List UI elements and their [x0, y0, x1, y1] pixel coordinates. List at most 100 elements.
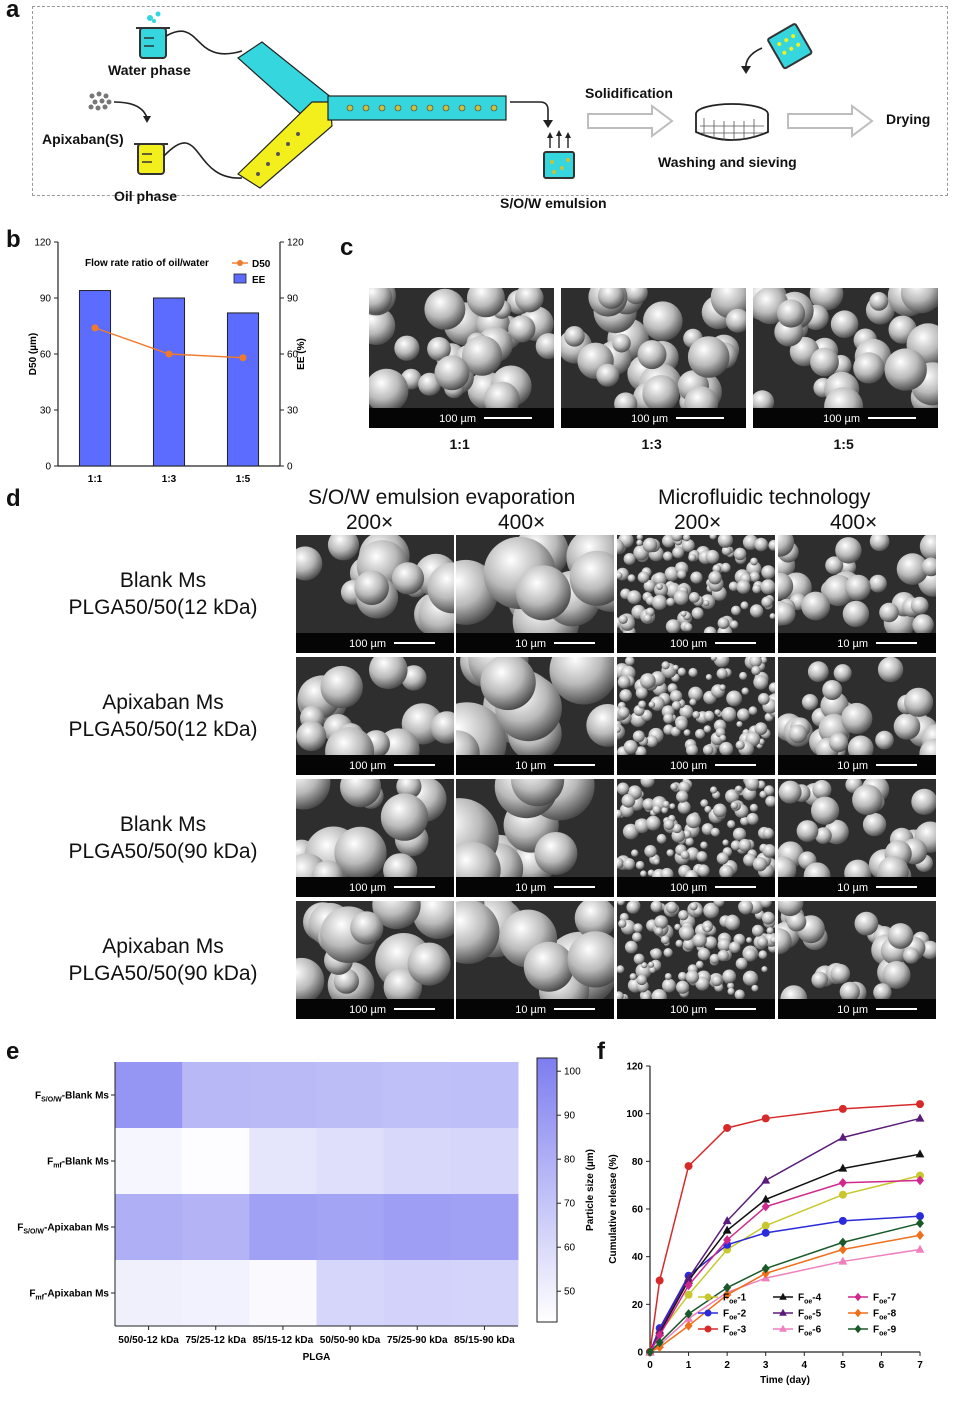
- pour-beaker-icon: [767, 23, 813, 70]
- heatmap-cell-r4-c2: [182, 1260, 250, 1327]
- colorbar-tick: 90: [564, 1111, 576, 1122]
- tick-label-right: 120: [287, 238, 304, 249]
- scale-bar-line: [876, 1008, 917, 1010]
- panel-letter-e: e: [6, 1038, 20, 1065]
- y-axis-label: Cumulative release (%): [608, 1154, 619, 1264]
- sem-d-r2-c2-micrograph: [456, 657, 614, 775]
- data-point: [915, 1113, 925, 1122]
- header-microfluidic: Microfluidic technology: [658, 486, 871, 509]
- scale-bar-label: 100 µm: [823, 413, 860, 425]
- data-point: [723, 1235, 732, 1245]
- y-tick-label: 120: [626, 1062, 643, 1073]
- scale-bar-line: [554, 642, 595, 644]
- data-point: [761, 1175, 771, 1184]
- y-axis-label: D50 (µm): [28, 333, 39, 375]
- sem-c-1-micrograph: [369, 288, 554, 418]
- chart-e: FS/O/W-Blank Ms Fmf-Blank Ms FS/O/W-Apixab…: [17, 1057, 596, 1363]
- heatmap-cell-r4-c4: [316, 1260, 385, 1327]
- data-point: [761, 1194, 771, 1203]
- row-label-4: Apixaban Ms PLGA50/50(90 kDa): [18, 933, 308, 987]
- emulsion-beaker-icon: [543, 130, 575, 179]
- tick-label-left: 0: [45, 462, 51, 473]
- data-point: [838, 1244, 847, 1255]
- point-d50-3: [239, 354, 247, 362]
- sem-d-r2-c4: 10 µm: [778, 657, 936, 775]
- data-point: [838, 1104, 847, 1113]
- colorbar-label: Particle size (µm): [585, 1149, 596, 1231]
- sem-d-r4-c2: 10 µm: [456, 901, 614, 1019]
- sem-c-label-2: 1:3: [641, 436, 662, 452]
- colorbar-tick: 100: [564, 1067, 581, 1078]
- apixaban-particles-icon: [88, 91, 112, 111]
- row-label-2: Apixaban Ms PLGA50/50(12 kDa): [18, 689, 308, 743]
- heatmap-cell-r2-c2: [182, 1128, 250, 1195]
- mag-2: 400×: [498, 511, 546, 534]
- data-point: [684, 1320, 693, 1331]
- chart-b-title: Flow rate ratio of oil/water: [85, 258, 209, 269]
- data-point: [916, 1218, 924, 1229]
- heatmap-cell-r2-c1: [115, 1128, 183, 1195]
- panel-letter-f: f: [597, 1038, 605, 1065]
- scale-bar-label: 10 µm: [837, 1004, 868, 1016]
- solidification-label: Solidification: [585, 85, 673, 101]
- data-point: [916, 1175, 924, 1186]
- data-point: [761, 1228, 770, 1237]
- data-point: [684, 1290, 693, 1299]
- legend-d50: D50: [252, 259, 271, 270]
- scale-bar-label: 100 µm: [670, 882, 707, 894]
- scale-bar-line: [484, 417, 532, 419]
- sem-d-r4-c1-micrograph: [296, 901, 454, 1009]
- scale-bar-label: 100 µm: [670, 760, 707, 772]
- colorbar-tick: 60: [564, 1243, 576, 1254]
- tick-label-right: 90: [287, 294, 299, 305]
- row-label-line1: Apixaban Ms: [102, 935, 224, 958]
- scale-bar-line: [715, 1008, 756, 1010]
- chart-b: 0 0 30 30 60 60 90 90 120 120 D50 (µm) EE (%) 1:1 1:3…: [28, 238, 307, 486]
- scale-bar-label: 100 µm: [349, 882, 386, 894]
- legend-entry: Foe-1: [723, 1293, 747, 1306]
- y-tick-label: 20: [632, 1300, 644, 1311]
- scale-bar-label: 100 µm: [631, 413, 668, 425]
- row-label-line2: PLGA50/50(12 kDa): [68, 596, 258, 619]
- row-label-line2: PLGA50/50(90 kDa): [68, 962, 258, 985]
- scale-bar-line: [554, 1008, 595, 1010]
- heatmap-cell-r1-c2: [182, 1062, 250, 1129]
- scale-bar-line: [676, 417, 724, 419]
- heatmap-cell-r2-c5: [383, 1128, 452, 1195]
- heatmap-cell-r4-c1: [115, 1260, 183, 1327]
- sem-c-1: 100 µm: [369, 288, 554, 428]
- colorbar-tick: 80: [564, 1155, 576, 1166]
- point-d50-1: [91, 324, 99, 332]
- data-point: [684, 1162, 693, 1171]
- row-label-line2: PLGA50/50(12 kDa): [68, 718, 258, 741]
- bar-ee-3: [226, 312, 260, 467]
- heatmap-cell-r1-c3: [249, 1062, 317, 1129]
- sem-d-r3-c1: 100 µm: [296, 779, 454, 897]
- drying-arrow-icon: [787, 104, 874, 138]
- data-point: [761, 1263, 770, 1274]
- sem-d-r4-c4-micrograph: [778, 901, 936, 1012]
- data-point: [761, 1114, 770, 1123]
- scale-bar-line: [876, 642, 917, 644]
- scale-bar-line: [868, 417, 916, 419]
- colorbar-tick: 50: [564, 1287, 576, 1298]
- row-label-line2: PLGA50/50(90 kDa): [68, 840, 258, 863]
- heatmap-cell-r4-c6: [450, 1260, 519, 1327]
- schematic-drawing: [88, 11, 874, 189]
- scale-bar-label: 10 µm: [515, 760, 546, 772]
- data-point: [915, 1149, 925, 1158]
- emulsion-label: S/O/W emulsion: [500, 195, 607, 211]
- data-point: [655, 1276, 664, 1285]
- sieve-icon: [695, 103, 769, 141]
- sem-d-r3-c3-micrograph: [617, 779, 775, 884]
- sem-c-label-3: 1:5: [833, 436, 854, 452]
- heatmap-col-label: 50/50-90 kDa: [320, 1335, 381, 1346]
- sem-d-r1-c4: 10 µm: [778, 535, 936, 653]
- x-tick-label: 3: [763, 1360, 769, 1371]
- scale-bar-label: 100 µm: [670, 638, 707, 650]
- category-label: 1:5: [236, 474, 251, 485]
- tick-label-right: 60: [287, 350, 299, 361]
- legend-ee: EE: [252, 275, 266, 286]
- y-tick-label: 100: [626, 1109, 643, 1120]
- x-tick-label: 1: [686, 1360, 692, 1371]
